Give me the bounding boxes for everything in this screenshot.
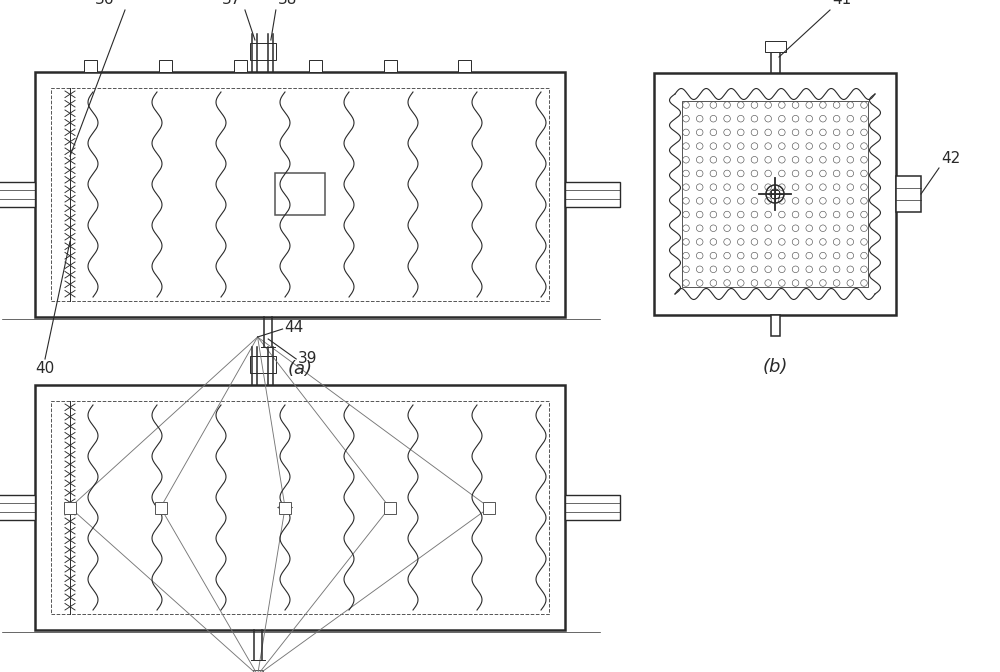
Bar xyxy=(155,501,167,513)
Bar xyxy=(654,73,896,315)
Bar xyxy=(84,60,96,72)
Bar xyxy=(483,501,495,513)
Text: 39: 39 xyxy=(298,351,318,366)
Bar xyxy=(0,182,35,207)
Bar xyxy=(765,41,786,52)
Text: 41: 41 xyxy=(832,0,851,7)
Bar xyxy=(279,501,291,513)
Bar xyxy=(158,60,172,72)
Bar xyxy=(0,495,35,520)
Bar xyxy=(234,60,246,72)
Text: 36: 36 xyxy=(95,0,115,7)
Text: 40: 40 xyxy=(35,361,54,376)
Bar xyxy=(250,356,276,373)
Text: (b): (b) xyxy=(762,358,788,376)
Bar xyxy=(384,501,396,513)
Bar xyxy=(51,401,549,614)
Bar xyxy=(770,52,780,73)
Text: 37: 37 xyxy=(222,0,241,7)
Bar xyxy=(565,495,620,520)
Text: 42: 42 xyxy=(941,151,960,166)
Bar xyxy=(384,60,396,72)
Bar xyxy=(565,182,620,207)
Bar xyxy=(253,670,263,672)
Bar xyxy=(770,315,780,336)
Bar xyxy=(35,385,565,630)
Bar xyxy=(682,101,868,287)
Bar xyxy=(35,72,565,317)
Text: 38: 38 xyxy=(278,0,297,7)
Bar xyxy=(51,88,549,301)
Bar xyxy=(275,173,325,216)
Bar xyxy=(64,501,76,513)
Bar xyxy=(458,60,471,72)
Text: 44: 44 xyxy=(285,321,304,335)
Text: (a): (a) xyxy=(288,360,312,378)
Bar xyxy=(250,43,276,60)
Bar xyxy=(308,60,322,72)
Bar xyxy=(896,176,921,212)
